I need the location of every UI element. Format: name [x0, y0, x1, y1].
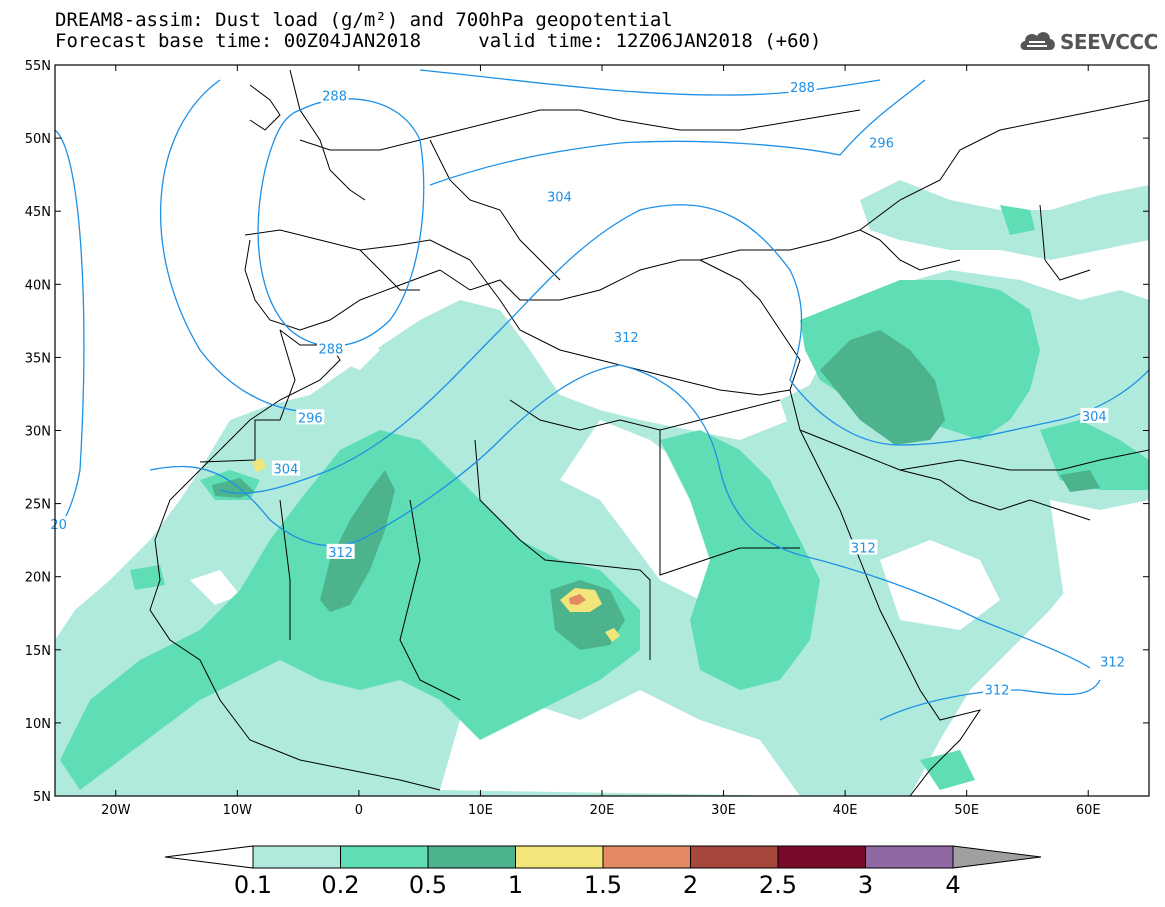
contour-line	[149, 364, 1091, 669]
lat-tick-label: 5N	[33, 790, 51, 805]
contour-label-bg	[612, 328, 641, 344]
contour-line	[159, 79, 311, 413]
colorbar-swatch	[515, 845, 604, 869]
contour-label-bg	[320, 87, 349, 103]
contour-line	[429, 79, 926, 186]
contour-label-bg	[867, 134, 896, 150]
colorbar-label: 4	[945, 871, 960, 899]
contour-label-bg	[296, 409, 325, 425]
lon-tick-label: 50E	[954, 803, 979, 818]
contour-label: 20	[50, 518, 67, 533]
contour-label: 312	[985, 683, 1010, 698]
contour-labels: 288 288 296 304 288 296 312 304 304 312 312 312 312 2…	[48, 78, 1127, 698]
lat-tick-label: 25N	[25, 498, 51, 513]
contour-label-bg	[1080, 407, 1109, 423]
contour-label: 312	[1100, 655, 1125, 670]
lon-tick-label: 0	[355, 803, 363, 818]
map-header: DREAM8-assim: Dust load (g/m²) and 700hP…	[55, 10, 821, 52]
contour-label: 304	[547, 191, 572, 206]
lon-tick-label: 40E	[833, 803, 858, 818]
lon-tick-label: 30E	[711, 803, 736, 818]
colorbar-label: 2.5	[759, 871, 797, 899]
contour-label-bg	[983, 681, 1012, 697]
colorbar-label: 0.2	[321, 871, 359, 899]
lat-tick-label: 50N	[25, 132, 51, 147]
contour-label: 288	[322, 90, 347, 105]
colorbar-swatch	[340, 845, 429, 869]
lon-tick-label: 20W	[101, 803, 131, 818]
contour-label-bg	[1098, 653, 1127, 669]
logo-text: SEEVCCC	[1060, 30, 1158, 54]
colorbar-swatch	[690, 845, 779, 869]
contour-label-bg	[849, 539, 878, 555]
contour-label-bg	[788, 78, 817, 94]
colorbar-label: 3	[858, 871, 873, 899]
colorbar-swatch	[252, 845, 341, 869]
dust-level-1-5	[569, 594, 586, 605]
lat-tick-label: 45N	[25, 205, 51, 220]
colorbar-label: 1	[508, 871, 523, 899]
lon-tick-label: 10W	[223, 803, 253, 818]
colorbar-label: 0.1	[234, 871, 272, 899]
contour-line	[219, 204, 1149, 494]
contour-label-bg	[326, 543, 355, 559]
colorbar-label: 1.5	[584, 871, 622, 899]
forecast-base-time: Forecast base time: 00Z04JAN2018	[55, 30, 422, 52]
lat-tick-label: 15N	[25, 644, 51, 659]
contour-label: 304	[274, 463, 299, 478]
colorbar-high-arrow	[952, 845, 1042, 869]
cloud-icon	[1020, 32, 1055, 50]
contour-label: 312	[851, 541, 876, 556]
map-title: DREAM8-assim: Dust load (g/m²) and 700hP…	[55, 9, 673, 31]
contour-line	[55, 129, 85, 531]
lat-tick-label: 40N	[25, 278, 51, 293]
contour-label: 288	[790, 81, 815, 96]
lat-tick-label: 20N	[25, 571, 51, 586]
dust-fields	[55, 180, 1149, 796]
map-times: Forecast base time: 00Z04JAN2018 valid t…	[55, 31, 821, 52]
colorbar-label: 2	[683, 871, 698, 899]
contour-label-bg	[271, 460, 300, 476]
coastlines	[149, 69, 1149, 796]
contour-label: 288	[319, 343, 344, 358]
colorbar-low-arrow	[164, 845, 254, 869]
lat-tick-label: 55N	[25, 59, 51, 74]
lon-tick-label: 60E	[1076, 803, 1101, 818]
lat-tick-label: 10N	[25, 717, 51, 732]
contour-line	[419, 69, 881, 96]
valid-time: valid time: 12Z06JAN2018 (+60)	[478, 30, 822, 52]
seevccc-logo	[1017, 24, 1157, 58]
colorbar-swatch	[777, 845, 866, 869]
colorbar: 0.1 0.2 0.5 1 1.5 2 2.5 3 4	[164, 845, 1042, 899]
lat-tick-label: 35N	[25, 351, 51, 366]
lat-tick-label: 30N	[25, 425, 51, 440]
contour-label: 304	[1082, 410, 1107, 425]
contour-label-bg	[48, 516, 69, 532]
contour-label: 296	[869, 136, 894, 151]
dust-gaps	[190, 330, 1149, 796]
map-axes: 20W 10W 0 10E 20E 30E 40E 50E 60E 55N 50N 45N 40N 35N…	[25, 59, 1149, 818]
contour-label: 296	[298, 411, 323, 426]
geopotential-contours	[55, 69, 1149, 721]
colorbar-swatch	[427, 845, 516, 869]
contour-label: 312	[328, 546, 353, 561]
colorbar-swatch	[602, 845, 691, 869]
contour-label: 312	[614, 331, 639, 346]
lon-tick-label: 20E	[590, 803, 615, 818]
contour-line	[257, 98, 425, 347]
contour-label-bg	[316, 340, 345, 356]
colorbar-label: 0.5	[409, 871, 447, 899]
contour-label-bg	[545, 188, 574, 204]
colorbar-swatch	[865, 845, 954, 869]
contour-line	[879, 679, 1101, 721]
lon-tick-label: 10E	[468, 803, 493, 818]
